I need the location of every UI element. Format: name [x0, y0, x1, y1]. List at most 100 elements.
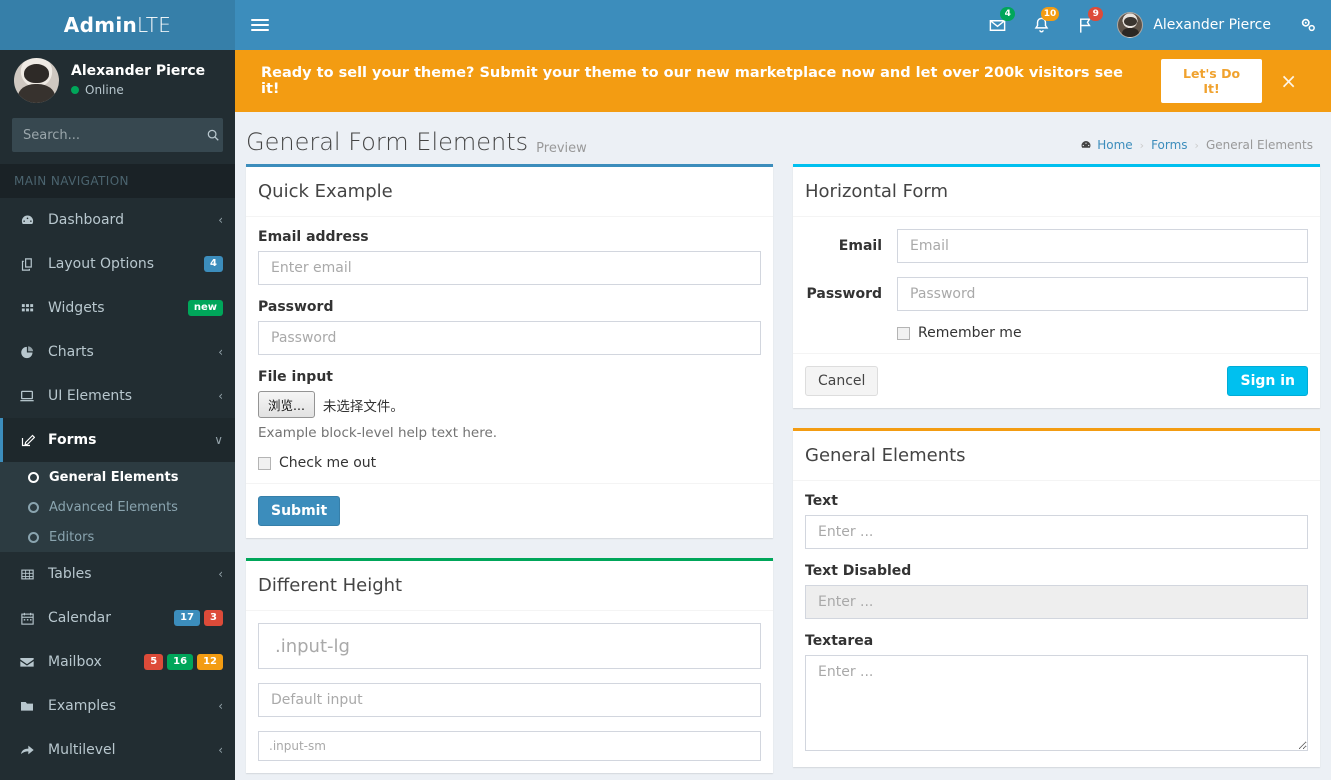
textarea-input[interactable]	[805, 655, 1308, 751]
sidebar-user-panel: Alexander Pierce Online	[0, 50, 235, 110]
remember-me-row[interactable]: Remember me	[897, 325, 1308, 341]
tasks-badge: 9	[1088, 7, 1104, 21]
general-elements-box: General Elements Text Text Disabled Te	[793, 428, 1320, 767]
top-navbar: 4 10 9 Alexander Pierce	[235, 0, 1331, 50]
sidebar-subitem-label: Advanced Elements	[49, 499, 178, 515]
password-label: Password	[258, 299, 334, 315]
sidebar-toggle-button[interactable]	[235, 0, 285, 50]
breadcrumb-current: General Elements	[1205, 138, 1313, 152]
marketplace-callout: Ready to sell your theme? Submit your th…	[235, 50, 1331, 112]
sidebar-item-forms[interactable]: Forms ∨	[0, 418, 235, 462]
sidebar-item-label: UI Elements	[48, 388, 133, 404]
breadcrumb-home[interactable]: Home	[1080, 138, 1133, 152]
chevron-left-icon: ‹	[218, 389, 223, 403]
sign-in-button[interactable]: Sign in	[1227, 366, 1308, 396]
horizontal-password-input[interactable]	[897, 277, 1308, 311]
search-submit-button[interactable]	[203, 119, 222, 151]
sidebar-item-charts[interactable]: Charts ‹	[0, 330, 235, 374]
different-height-body	[246, 611, 773, 773]
tasks-menu-button[interactable]: 9	[1063, 0, 1107, 50]
sidebar-user-info: Alexander Pierce Online	[71, 63, 205, 97]
password-form-group: Password	[258, 299, 761, 355]
input-lg[interactable]	[258, 623, 761, 669]
horizontal-form-box: Horizontal Form Email Password	[793, 164, 1320, 408]
sidebar-nav-header: MAIN NAVIGATION	[0, 164, 235, 198]
sidebar-item-widgets[interactable]: Widgets new	[0, 286, 235, 330]
sidebar-item-mailbox[interactable]: Mailbox 5 16 12	[0, 640, 235, 684]
sidebar-item-badge: 4	[204, 256, 223, 272]
breadcrumb-forms[interactable]: Forms	[1151, 138, 1188, 152]
control-sidebar-toggle-button[interactable]	[1285, 0, 1331, 50]
sidebar-search-form	[12, 118, 223, 152]
messages-menu-button[interactable]: 4	[975, 0, 1019, 50]
horizontal-form-header: Horizontal Form	[793, 167, 1320, 217]
box-title: Horizontal Form	[805, 181, 948, 202]
dashboard-icon	[17, 213, 37, 228]
text-input[interactable]	[805, 515, 1308, 549]
navbar-right-menu: 4 10 9 Alexander Pierce	[975, 0, 1331, 50]
sidebar-user-name: Alexander Pierce	[71, 63, 206, 79]
input-sm[interactable]	[258, 731, 761, 761]
search-input[interactable]	[13, 127, 203, 143]
textarea-label: Textarea	[805, 633, 874, 649]
cancel-button[interactable]: Cancel	[805, 366, 879, 396]
file-help-text: Example block-level help text here.	[258, 425, 498, 441]
horizontal-password-field	[897, 277, 1308, 311]
sidebar-item-multilevel[interactable]: Multilevel ‹	[0, 728, 235, 772]
right-column: Horizontal Form Email Password	[793, 164, 1320, 780]
horizontal-email-input[interactable]	[897, 229, 1308, 263]
sidebar-item-dashboard[interactable]: Dashboard ‹	[0, 198, 235, 242]
file-input-form-group: File input 浏览... 未选择文件。 Example block-le…	[258, 369, 761, 441]
horizontal-email-row: Email	[805, 229, 1308, 263]
app-logo[interactable]: Admin LTE	[0, 0, 235, 50]
sidebar-subitem-general-elements[interactable]: General Elements	[0, 462, 235, 492]
password-input[interactable]	[258, 321, 761, 355]
check-me-out-checkbox[interactable]	[258, 456, 271, 470]
horizontal-email-field	[897, 229, 1308, 263]
sidebar-item-examples[interactable]: Examples ‹	[0, 684, 235, 728]
remember-me-checkbox[interactable]	[897, 326, 910, 340]
page-title: General Form Elements	[246, 128, 529, 156]
input-sm-group	[258, 731, 761, 761]
file-input-row[interactable]: 浏览... 未选择文件。	[258, 391, 761, 418]
callout-text: Ready to sell your theme? Submit your th…	[261, 65, 1123, 97]
sidebar-item-label: Examples	[48, 698, 117, 714]
sidebar-item-tables[interactable]: Tables ‹	[0, 552, 235, 596]
email-input[interactable]	[258, 251, 761, 285]
lets-do-it-button[interactable]: Let's Do It!	[1160, 59, 1263, 103]
sidebar-item-calendar[interactable]: Calendar 17 3	[0, 596, 235, 640]
sidebar-item-label: Dashboard	[48, 212, 124, 228]
horizontal-email-label: Email	[838, 238, 882, 254]
horizontal-form-footer: Cancel Sign in	[793, 353, 1320, 408]
check-me-out-row[interactable]: Check me out	[258, 455, 761, 471]
chevron-left-icon: ‹	[218, 213, 223, 227]
copy-icon	[17, 257, 37, 272]
different-height-header: Different Height	[246, 561, 773, 611]
close-icon[interactable]: ×	[1280, 69, 1297, 93]
sidebar-subitem-advanced-elements[interactable]: Advanced Elements	[0, 492, 235, 522]
horizontal-form-body: Email Password	[793, 217, 1320, 353]
browse-file-button[interactable]: 浏览...	[258, 391, 315, 418]
user-menu-button[interactable]: Alexander Pierce	[1107, 0, 1285, 50]
input-lg-group	[258, 623, 761, 669]
logo-bold: Admin	[63, 13, 138, 37]
submit-button[interactable]: Submit	[258, 496, 341, 526]
textarea-form-group: Textarea	[805, 633, 1308, 755]
notifications-badge: 10	[1040, 7, 1060, 21]
sidebar-subitem-label: Editors	[49, 529, 95, 545]
notifications-menu-button[interactable]: 10	[1019, 0, 1063, 50]
input-default[interactable]	[258, 683, 761, 717]
sidebar-item-badges: 5 16 12	[140, 654, 223, 670]
circle-o-icon	[28, 501, 39, 513]
breadcrumb-separator: ›	[1194, 138, 1199, 152]
sidebar-item-label: Layout Options	[48, 256, 155, 272]
content-header: General Form Elements Preview Home › For…	[235, 112, 1331, 164]
sidebar-item-badge: new	[187, 300, 223, 316]
calendar-icon	[17, 611, 37, 626]
sidebar-item-layout-options[interactable]: Layout Options 4	[0, 242, 235, 286]
sidebar-subitem-editors[interactable]: Editors	[0, 522, 235, 552]
sidebar-item-ui-elements[interactable]: UI Elements ‹	[0, 374, 235, 418]
quick-example-box: Quick Example Email address Password F	[246, 164, 773, 538]
email-label: Email address	[258, 229, 369, 245]
